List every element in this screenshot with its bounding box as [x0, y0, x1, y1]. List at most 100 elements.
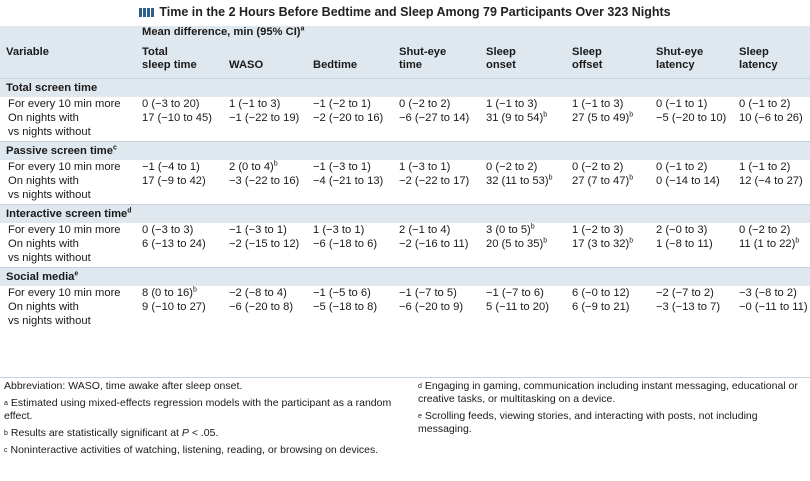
- table-cell: 0 (−2 to 2): [480, 160, 566, 174]
- table-cell: −5 (−18 to 8): [307, 300, 393, 330]
- table-cell: −2 (−15 to 12): [223, 237, 307, 268]
- table-row: On nights with vs nights without 17 (−10 t…: [0, 111, 810, 142]
- results-table: Mean difference, min (95% CI)a Variable …: [0, 25, 810, 330]
- row-label: On nights with vs nights without: [0, 237, 136, 268]
- column-header: WASO: [223, 46, 307, 79]
- table-cell: 0 (−14 to 14): [650, 174, 733, 205]
- table-cell: 1 (−2 to 3): [566, 223, 650, 237]
- table-cell: 31 (9 to 54)b: [480, 111, 566, 142]
- table-cell: 0 (−1 to 2): [733, 97, 810, 111]
- footnote-d: d Engaging in gaming, communication inclu…: [418, 380, 798, 405]
- section-row: Total screen time: [0, 78, 810, 97]
- table-cell: −1 (−7 to 5): [393, 286, 480, 300]
- table-cell: 10 (−6 to 26): [733, 111, 810, 142]
- table-cell: 1 (−1 to 3): [223, 97, 307, 111]
- table-cell: 6 (−9 to 21): [566, 300, 650, 330]
- table-cell: −1 (−22 to 19): [223, 111, 307, 142]
- section-title: Interactive screen timed: [0, 204, 810, 223]
- section-title: Total screen time: [0, 78, 810, 97]
- footnote-c: c Noninteractive activities of watching, …: [4, 444, 379, 456]
- column-header: Shut-eye latency: [650, 46, 733, 79]
- table-cell: −2 (−22 to 17): [393, 174, 480, 205]
- footnotes-right: d Engaging in gaming, communication inclu…: [418, 380, 808, 440]
- table-cell: −2 (−16 to 11): [393, 237, 480, 268]
- footnote-e: e Scrolling feeds, viewing stories, and i…: [418, 410, 758, 435]
- section-row: Passive screen timec: [0, 141, 810, 160]
- header-group-row: Mean difference, min (95% CI)a: [0, 25, 810, 46]
- column-header: Bedtime: [307, 46, 393, 79]
- table-cell: 1 (−1 to 3): [566, 97, 650, 111]
- table-row: On nights with vs nights without 9 (−10 to…: [0, 300, 810, 330]
- table-row: For every 10 min more −1 (−4 to 1) 2 (0 to…: [0, 160, 810, 174]
- footnotes-left: Abbreviation: WASO, time awake after sle…: [4, 380, 394, 461]
- table-cell: 1 (−1 to 2): [733, 160, 810, 174]
- row-label: For every 10 min more: [0, 286, 136, 300]
- column-header: Total sleep time: [136, 46, 223, 79]
- table-cell: 27 (5 to 49)b: [566, 111, 650, 142]
- table-cell: −2 (−8 to 4): [223, 286, 307, 300]
- row-label: On nights with vs nights without: [0, 174, 136, 205]
- section-title: Social mediae: [0, 267, 810, 286]
- table-cell: 1 (−3 to 1): [393, 160, 480, 174]
- table-row: On nights with vs nights without 6 (−13 to…: [0, 237, 810, 268]
- table-cell: 27 (7 to 47)b: [566, 174, 650, 205]
- table-cell: 0 (−2 to 2): [566, 160, 650, 174]
- variable-header: Variable: [0, 46, 136, 79]
- column-header: Sleep latency: [733, 46, 810, 79]
- table-cell: −3 (−13 to 7): [650, 300, 733, 330]
- column-header: Sleep offset: [566, 46, 650, 79]
- table-cell: −6 (−20 to 8): [223, 300, 307, 330]
- mean-difference-header: Mean difference, min (95% CI)a: [136, 25, 810, 46]
- table-title-bar: Time in the 2 Hours Before Bedtime and S…: [0, 0, 810, 24]
- section-title: Passive screen timec: [0, 141, 810, 160]
- table-row: For every 10 min more 8 (0 to 16)b −2 (−8 …: [0, 286, 810, 300]
- footnote-abbreviation: Abbreviation: WASO, time awake after sle…: [4, 380, 243, 392]
- table-cell: −0 (−11 to 11): [733, 300, 810, 330]
- table-cell: −6 (−20 to 9): [393, 300, 480, 330]
- table-cell: 0 (−1 to 2): [650, 160, 733, 174]
- table-cell: 0 (−3 to 3): [136, 223, 223, 237]
- table-cell: −1 (−5 to 6): [307, 286, 393, 300]
- table-cell: 0 (−1 to 1): [650, 97, 733, 111]
- table-cell: −4 (−21 to 13): [307, 174, 393, 205]
- row-label: For every 10 min more: [0, 223, 136, 237]
- table-cell: 0 (−2 to 2): [733, 223, 810, 237]
- table-cell: 6 (−0 to 12): [566, 286, 650, 300]
- table-cell: 20 (5 to 35)b: [480, 237, 566, 268]
- table-cell: 1 (−8 to 11): [650, 237, 733, 268]
- table-cell: −2 (−7 to 2): [650, 286, 733, 300]
- section-row: Social mediae: [0, 267, 810, 286]
- table-cell: −1 (−2 to 1): [307, 97, 393, 111]
- footnote-a: a Estimated using mixed-effects regressio…: [4, 397, 392, 422]
- table-cell: 2 (0 to 4)b: [223, 160, 307, 174]
- table-cell: 3 (0 to 5)b: [480, 223, 566, 237]
- table-cell: 0 (−2 to 2): [393, 97, 480, 111]
- table-row: For every 10 min more 0 (−3 to 3) −1 (−3 t…: [0, 223, 810, 237]
- table-cell: −1 (−3 to 1): [307, 160, 393, 174]
- table-row: For every 10 min more 0 (−3 to 20) 1 (−1 t…: [0, 97, 810, 111]
- table-cell: 5 (−11 to 20): [480, 300, 566, 330]
- column-header: Shut-eye time: [393, 46, 480, 79]
- table-cell: −6 (−18 to 6): [307, 237, 393, 268]
- table-cell: 0 (−3 to 20): [136, 97, 223, 111]
- table-cell: 11 (1 to 22)b: [733, 237, 810, 268]
- table-cell: −3 (−22 to 16): [223, 174, 307, 205]
- row-label: On nights with vs nights without: [0, 111, 136, 142]
- table-cell: 6 (−13 to 24): [136, 237, 223, 268]
- table-cell: 2 (−0 to 3): [650, 223, 733, 237]
- table-cell: 1 (−3 to 1): [307, 223, 393, 237]
- table-row: On nights with vs nights without 17 (−9 to…: [0, 174, 810, 205]
- table-footnotes: Abbreviation: WASO, time awake after sle…: [0, 377, 810, 481]
- table-cell: 8 (0 to 16)b: [136, 286, 223, 300]
- table-cell: −3 (−8 to 2): [733, 286, 810, 300]
- footnote-b: b Results are statistically significant a…: [4, 427, 219, 439]
- table-cell: −1 (−3 to 1): [223, 223, 307, 237]
- section-row: Interactive screen timed: [0, 204, 810, 223]
- table-cell: −6 (−27 to 14): [393, 111, 480, 142]
- table-cell: 9 (−10 to 27): [136, 300, 223, 330]
- table-cell: −5 (−20 to 10): [650, 111, 733, 142]
- row-label: For every 10 min more: [0, 97, 136, 111]
- table-cell: −1 (−4 to 1): [136, 160, 223, 174]
- journal-logo-icon: [139, 7, 155, 17]
